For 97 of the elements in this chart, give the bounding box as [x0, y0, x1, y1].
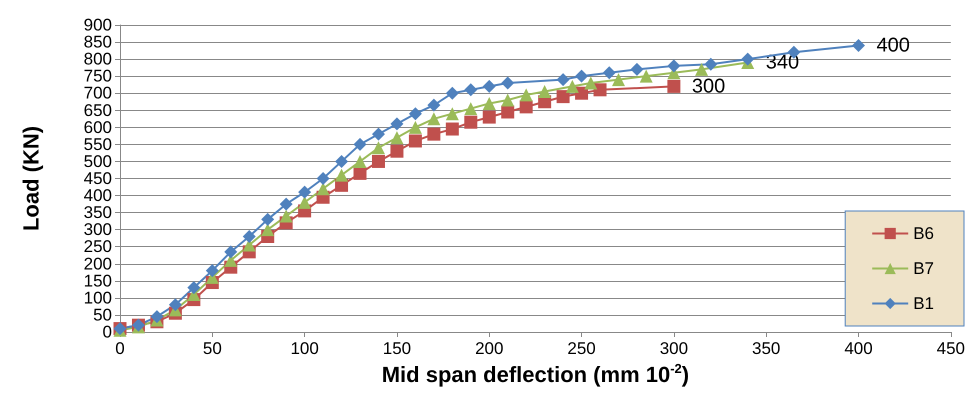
point — [482, 96, 496, 110]
y-tick-label: 150 — [84, 271, 112, 290]
point — [261, 223, 274, 236]
point — [612, 73, 625, 86]
point — [741, 52, 754, 66]
point — [298, 186, 312, 199]
point — [501, 76, 514, 90]
point — [354, 138, 367, 151]
x-tick-label: 250 — [567, 339, 596, 358]
point — [372, 128, 385, 141]
point — [520, 100, 533, 114]
point — [575, 70, 588, 83]
point — [372, 154, 385, 168]
x-tick-label: 200 — [475, 339, 504, 358]
point — [168, 298, 182, 312]
point — [556, 73, 570, 86]
y-tick-label: 250 — [84, 237, 112, 256]
point — [335, 168, 348, 182]
point — [298, 196, 312, 209]
point — [538, 85, 552, 98]
point — [520, 88, 533, 102]
x-tick-label: 100 — [290, 339, 319, 358]
y-tick-label: 850 — [84, 32, 112, 52]
y-tick-label: 500 — [84, 152, 112, 171]
y-tick-label: 550 — [84, 134, 112, 154]
legend-label: B6 — [913, 224, 934, 243]
y-tick-label: 450 — [84, 169, 112, 188]
point — [464, 102, 478, 116]
point — [852, 38, 866, 52]
y-tick-label: 750 — [84, 66, 112, 86]
point — [482, 110, 496, 124]
x-tick-label: 350 — [752, 339, 780, 358]
point — [667, 59, 680, 72]
point — [408, 107, 422, 120]
point — [667, 80, 680, 93]
y-tick-label: 600 — [84, 118, 112, 137]
point — [206, 264, 219, 278]
point — [390, 131, 404, 144]
annotation: 300 — [692, 75, 726, 98]
point — [482, 80, 496, 93]
y-tick-label: 650 — [84, 100, 112, 120]
point — [630, 62, 644, 76]
legend-label: B7 — [913, 259, 934, 278]
point — [390, 117, 404, 130]
point — [464, 83, 478, 96]
y-axis-title: Load (KN) — [18, 126, 44, 232]
annotation: 400 — [876, 34, 910, 56]
x-tick-label: 400 — [844, 339, 873, 358]
point — [408, 134, 422, 148]
point — [602, 66, 616, 80]
y-tick-label: 100 — [84, 288, 112, 308]
point — [316, 182, 330, 196]
y-tick-label: 800 — [84, 50, 112, 69]
y-tick-label: 350 — [84, 203, 112, 222]
point — [280, 210, 293, 223]
point — [316, 172, 330, 185]
point — [224, 245, 238, 258]
point — [584, 76, 598, 90]
point — [408, 120, 422, 134]
point — [354, 154, 367, 168]
y-tick-label: 400 — [84, 186, 112, 206]
point — [501, 94, 514, 107]
y-tick-label: 700 — [84, 84, 112, 103]
y-tick-label: 50 — [93, 305, 112, 324]
x-tick-label: 450 — [936, 339, 966, 358]
point — [335, 154, 348, 168]
point — [594, 83, 607, 96]
point — [501, 105, 514, 118]
point — [390, 144, 404, 158]
point — [446, 107, 459, 120]
point — [446, 86, 459, 100]
point — [566, 80, 579, 93]
point — [704, 58, 718, 71]
point — [242, 230, 256, 243]
point — [280, 198, 293, 211]
x-tick-label: 0 — [115, 339, 125, 358]
y-tick-label: 300 — [84, 220, 112, 240]
point — [354, 166, 367, 180]
point — [464, 116, 478, 129]
point — [372, 141, 385, 154]
point — [150, 310, 164, 324]
x-tick-label: 50 — [202, 339, 222, 358]
point — [556, 90, 570, 104]
point — [427, 128, 440, 141]
point — [261, 212, 274, 226]
x-tick-label: 150 — [382, 339, 412, 358]
point — [695, 62, 708, 76]
y-tick-label: 200 — [84, 254, 112, 274]
point — [427, 98, 440, 112]
x-tick-label: 300 — [660, 339, 688, 358]
point — [446, 122, 459, 136]
point — [187, 281, 200, 294]
y-tick-label: 0 — [102, 322, 112, 342]
point — [640, 70, 653, 83]
y-tick-label: 900 — [84, 16, 112, 34]
point — [427, 112, 440, 126]
legend-label: B1 — [913, 294, 934, 313]
